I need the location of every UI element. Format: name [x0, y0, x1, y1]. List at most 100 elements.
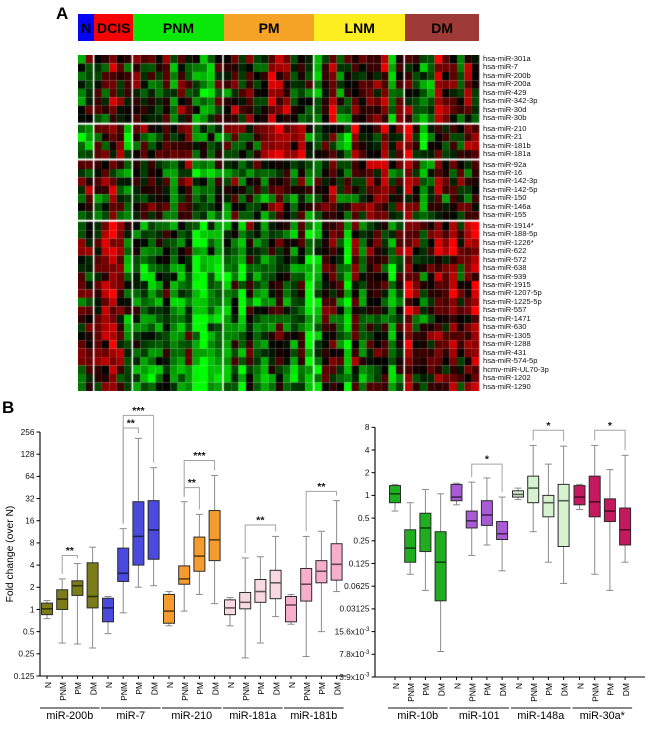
heatmap-row-label: hsa-miR-638 — [483, 263, 527, 273]
significance-stars: ** — [188, 477, 197, 489]
heatmap-row-label: hsa-miR-1290 — [483, 381, 531, 391]
heatmap-row-label: hsa-miR-142-3p — [483, 176, 538, 186]
box — [330, 543, 343, 581]
y-tick-label: 0.03125 — [340, 604, 370, 614]
x-category-label: N — [391, 683, 401, 689]
x-category-label: PNM — [468, 683, 478, 702]
y-tick-label: 2 — [30, 582, 35, 592]
heatmap-row-label: hsa-miR-431 — [483, 347, 527, 357]
y-tick-label: 0.25 — [18, 649, 35, 659]
x-category-label: PM — [73, 682, 83, 695]
x-category-label: PM — [317, 682, 327, 695]
y-tick-label: 0.25 — [353, 536, 370, 546]
box — [542, 494, 555, 518]
group-name: miR-148a — [517, 710, 564, 722]
significance-stars: * — [485, 454, 490, 466]
panel-a-label: A — [56, 4, 69, 23]
box — [193, 536, 206, 572]
x-category-label: DM — [332, 682, 342, 695]
box — [285, 595, 297, 623]
y-tick-label: 7.8x10-3 — [339, 649, 370, 659]
box — [465, 510, 478, 529]
y-tick-label: 256 — [21, 427, 35, 437]
significance-stars: ** — [256, 515, 265, 527]
heatmap-row-label: hsa-miR-21 — [483, 132, 523, 142]
x-category-label: PNM — [406, 683, 416, 702]
heatmap-row-label: hsa-miR-150 — [483, 193, 527, 203]
heatmap-row-label: hsa-miR-939 — [483, 271, 527, 281]
heatmap-group-label-N: N — [78, 14, 95, 41]
group-name: miR-10b — [397, 710, 438, 722]
heatmap-row-labels: hsa-miR-301a hsa-miR-7 hsa-miR-200b hsa-miR… — [483, 55, 649, 391]
x-category-label: PNM — [529, 683, 539, 702]
x-category-label: PM — [606, 683, 616, 696]
y-tick-label: 0.0625 — [344, 581, 370, 591]
box — [434, 531, 447, 602]
significance-stars: * — [608, 420, 613, 432]
box — [163, 593, 175, 624]
heatmap-row-label: hsa-miR-557 — [483, 305, 527, 315]
x-category-label: PM — [256, 682, 266, 695]
heatmap-group-label-PNM: PNM — [133, 14, 224, 41]
x-category-label: PM — [195, 682, 205, 695]
y-axis-title: Fold change (over N) — [5, 506, 16, 603]
x-category-label: PNM — [302, 682, 312, 701]
x-category-label: DM — [271, 682, 281, 695]
heatmap-row-label: hsa-miR-200a — [483, 79, 531, 89]
heatmap-row-label: hsa-miR-630 — [483, 322, 527, 332]
x-category-label: DM — [88, 682, 98, 695]
heatmap-row-label: hsa-miR-1915 — [483, 279, 531, 289]
heatmap-row-label: hsa-miR-210 — [483, 123, 527, 133]
heatmap-row-label: hsa-miR-7 — [483, 62, 519, 72]
heatmap-row-label: hsa-miR-301a — [483, 54, 531, 64]
y-tick-label: 32 — [25, 493, 35, 503]
box — [527, 475, 540, 504]
group-name: miR-181a — [229, 710, 276, 722]
y-tick-label: 0.5 — [358, 513, 370, 523]
heatmap-row-label: hsa-miR-181a — [483, 149, 531, 159]
x-category-label: PNM — [241, 682, 251, 701]
significance-stars: ** — [66, 545, 75, 557]
y-tick-label: 0.125 — [14, 671, 35, 681]
box — [86, 562, 99, 609]
group-name: miR-200b — [46, 710, 93, 722]
y-tick-label: 8 — [365, 422, 370, 432]
y-tick-label: 8 — [30, 538, 35, 548]
y-tick-label: 0.5 — [23, 626, 35, 636]
significance-bracket — [532, 429, 565, 442]
box — [132, 501, 145, 566]
heatmap-row-label: hsa-miR-142-5p — [483, 184, 538, 194]
significance-bracket — [122, 414, 155, 524]
heatmap-row-label: hsa-miR-181b — [483, 140, 531, 150]
heatmap-group-label-DM: DM — [405, 14, 480, 41]
box — [404, 529, 417, 563]
y-tick-label: 4 — [365, 445, 370, 455]
x-category-label: PM — [421, 683, 431, 696]
box — [208, 510, 221, 562]
significance-stars: ** — [317, 481, 326, 493]
y-tick-label: 15.6x10-3 — [335, 626, 371, 636]
heatmap-row-label: hsa-miR-16 — [483, 168, 523, 177]
x-category-label: PM — [134, 682, 144, 695]
significance-bracket — [594, 429, 626, 451]
significance-bracket — [183, 460, 216, 497]
heatmap-row-label: hsa-miR-1225-5p — [483, 296, 542, 306]
x-category-label: N — [287, 682, 297, 688]
heatmap-group-label-LNM: LNM — [314, 14, 406, 41]
x-category-label: N — [104, 682, 114, 688]
significance-bracket — [244, 524, 277, 553]
box — [419, 512, 432, 553]
heatmap-row-label: hsa-miR-572 — [483, 254, 527, 264]
x-category-label: PNM — [591, 683, 601, 702]
y-tick-label: 3.9x10-3 — [339, 672, 370, 682]
x-category-label: DM — [498, 683, 508, 696]
significance-bracket — [183, 487, 200, 510]
heatmap-row-label: hsa-miR-622 — [483, 246, 527, 256]
group-name: miR-210 — [171, 710, 212, 722]
significance-bracket — [305, 490, 338, 532]
box — [588, 475, 601, 518]
significance-stars: *** — [132, 405, 145, 417]
significance-bracket — [61, 554, 78, 574]
significance-stars: *** — [193, 450, 206, 462]
